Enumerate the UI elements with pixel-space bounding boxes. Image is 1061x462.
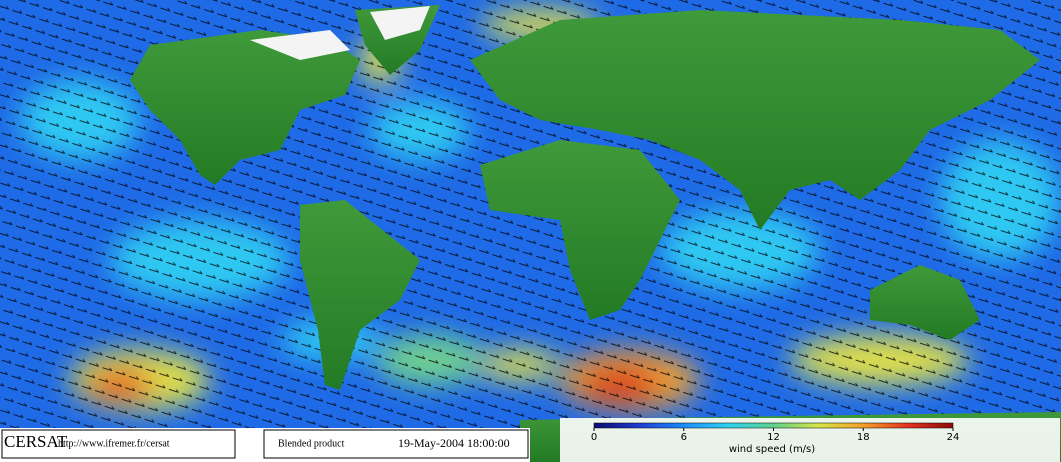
colorbar-scale <box>593 422 954 429</box>
logo: CERSAT <box>4 432 68 451</box>
timestamp: 19-May-2004 18:00:00 <box>398 436 510 450</box>
logo-box <box>1 429 236 459</box>
colorbar-label: wind speed (m/s) <box>729 444 815 455</box>
url: http://www.ifremer.fr/cersat <box>58 438 170 449</box>
colorbar-tick-label: 18 <box>857 432 870 443</box>
product: Blended product <box>278 438 345 449</box>
north-america <box>130 30 360 185</box>
australia <box>870 265 980 340</box>
ice <box>250 30 350 60</box>
africa <box>480 140 680 320</box>
colorbar: 0 6 12 18 24 <box>591 422 960 443</box>
product-box <box>263 429 529 459</box>
south-america <box>300 200 420 390</box>
colorbar-tick-label: 6 <box>681 432 687 443</box>
colorbar-tick-label: 12 <box>767 432 780 443</box>
ice <box>370 6 430 40</box>
colorbar-tick-label: 24 <box>947 432 960 443</box>
eurasia <box>470 10 1040 230</box>
colorbar-tick-label: 0 <box>591 432 597 443</box>
